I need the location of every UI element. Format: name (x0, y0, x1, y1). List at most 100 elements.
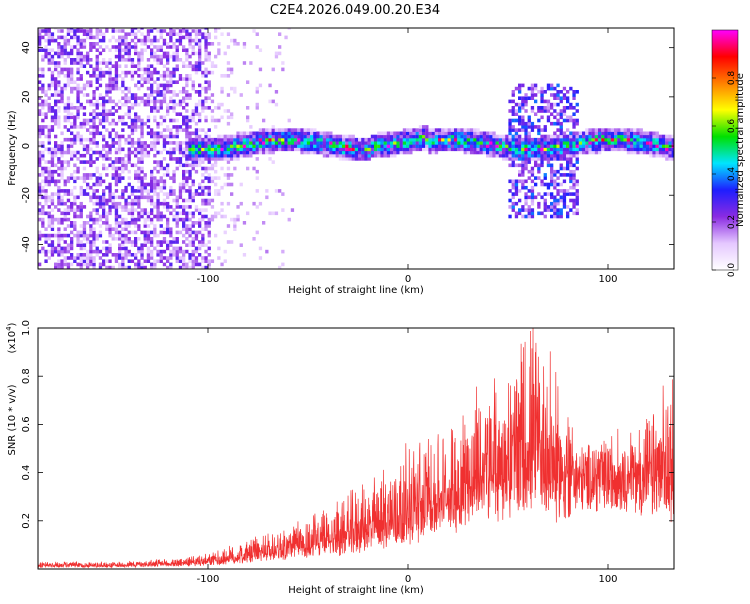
heatmap-cell (95, 157, 99, 161)
heatmap-cell (268, 131, 272, 136)
heatmap-cell (66, 42, 71, 46)
heatmap-cell (255, 141, 259, 145)
heatmap-cell (54, 61, 58, 65)
heatmap-cell (367, 141, 371, 145)
heatmap-cell (79, 201, 83, 206)
heatmap-cell (191, 109, 195, 113)
heatmap-cell (57, 42, 61, 46)
heatmap-cell (159, 58, 163, 62)
heatmap-cell (41, 131, 45, 136)
heatmap-cell (54, 86, 58, 91)
heatmap-cell (553, 195, 557, 200)
heatmap-cell (102, 58, 106, 62)
heatmap-cell (527, 150, 531, 155)
heatmap-cell (166, 141, 170, 145)
heatmap-cell (486, 153, 490, 158)
heatmap-cell (89, 153, 93, 158)
heatmap-cell (121, 189, 125, 193)
heatmap-cell (172, 42, 176, 46)
heatmap-cell (50, 198, 55, 203)
heatmap-cell (511, 163, 515, 168)
heatmap-cell (44, 112, 48, 116)
heatmap-cell (66, 208, 71, 212)
heatmap-cell (623, 128, 627, 132)
heatmap-cell (434, 137, 439, 142)
heatmap-cell (207, 259, 211, 263)
heatmap-cell (182, 227, 186, 231)
heatmap-cell (153, 80, 157, 84)
heatmap-cell (175, 93, 179, 97)
heatmap-cell (185, 121, 189, 126)
heatmap-cell (57, 144, 61, 148)
heatmap-cell (249, 125, 253, 129)
heatmap-cell (239, 144, 243, 148)
heatmap-cell (79, 208, 83, 212)
heatmap-cell (137, 166, 141, 171)
heatmap-cell (134, 265, 138, 269)
heatmap-cell (223, 230, 227, 235)
heatmap-cell (367, 147, 371, 152)
heatmap-cell (108, 99, 112, 104)
heatmap-cell (124, 160, 128, 164)
heatmap-cell (111, 163, 115, 168)
heatmap-cell (546, 160, 551, 164)
heatmap-cell (534, 144, 538, 148)
heatmap-cell (348, 144, 352, 148)
heatmap-cell (300, 134, 304, 139)
heatmap-cell (57, 51, 61, 56)
heatmap-cell (57, 99, 61, 104)
heatmap-cell (553, 137, 557, 142)
heatmap-cell (73, 118, 77, 123)
heatmap-cell (610, 141, 615, 145)
heatmap-cell (82, 93, 87, 97)
heatmap-cell (198, 45, 202, 49)
heatmap-cell (572, 144, 576, 148)
heatmap-cell (591, 147, 595, 152)
heatmap-cell (111, 45, 115, 49)
heatmap-cell (92, 45, 96, 49)
heatmap-cell (159, 48, 163, 52)
heatmap-cell (166, 246, 170, 251)
heatmap-cell (114, 38, 119, 43)
heatmap-cell (322, 137, 327, 142)
heatmap-cell (57, 173, 61, 177)
heatmap-cell (447, 134, 451, 139)
heatmap-cell (418, 128, 423, 132)
heatmap-cell (127, 147, 131, 152)
heatmap-cell (530, 211, 535, 216)
heatmap-cell (140, 38, 144, 43)
heatmap-cell (89, 160, 93, 164)
heatmap-cell (162, 93, 167, 97)
heatmap-cell (524, 150, 528, 155)
heatmap-cell (38, 153, 42, 158)
heatmap-cell (79, 64, 83, 68)
heatmap-cell (543, 125, 547, 129)
heatmap-cell (508, 118, 512, 123)
heatmap-cell (92, 93, 96, 97)
heatmap-cell (374, 150, 378, 155)
heatmap-cell (278, 51, 282, 56)
heatmap-cell (92, 118, 96, 123)
heatmap-cell (575, 211, 579, 216)
heatmap-cell (217, 102, 221, 107)
heatmap-cell (114, 121, 119, 126)
heatmap-cell (137, 195, 141, 200)
heatmap-cell (562, 147, 567, 152)
heatmap-cell (70, 189, 74, 193)
heatmap-cell (162, 147, 167, 152)
heatmap-cell (50, 109, 55, 113)
heatmap-cell (178, 77, 183, 81)
heatmap-cell (166, 205, 170, 209)
heatmap-cell (185, 51, 189, 56)
heatmap-cell (118, 144, 122, 148)
heatmap-cell (223, 157, 227, 161)
heatmap-cell (313, 128, 317, 132)
heatmap-cell (134, 83, 138, 88)
heatmap-cell (134, 153, 138, 158)
heatmap-cell (76, 230, 80, 235)
heatmap-cell (345, 153, 349, 158)
heatmap-cell (185, 54, 189, 59)
heatmap-cell (76, 67, 80, 72)
heatmap-cell (153, 106, 157, 110)
heatmap-cell (255, 150, 259, 155)
